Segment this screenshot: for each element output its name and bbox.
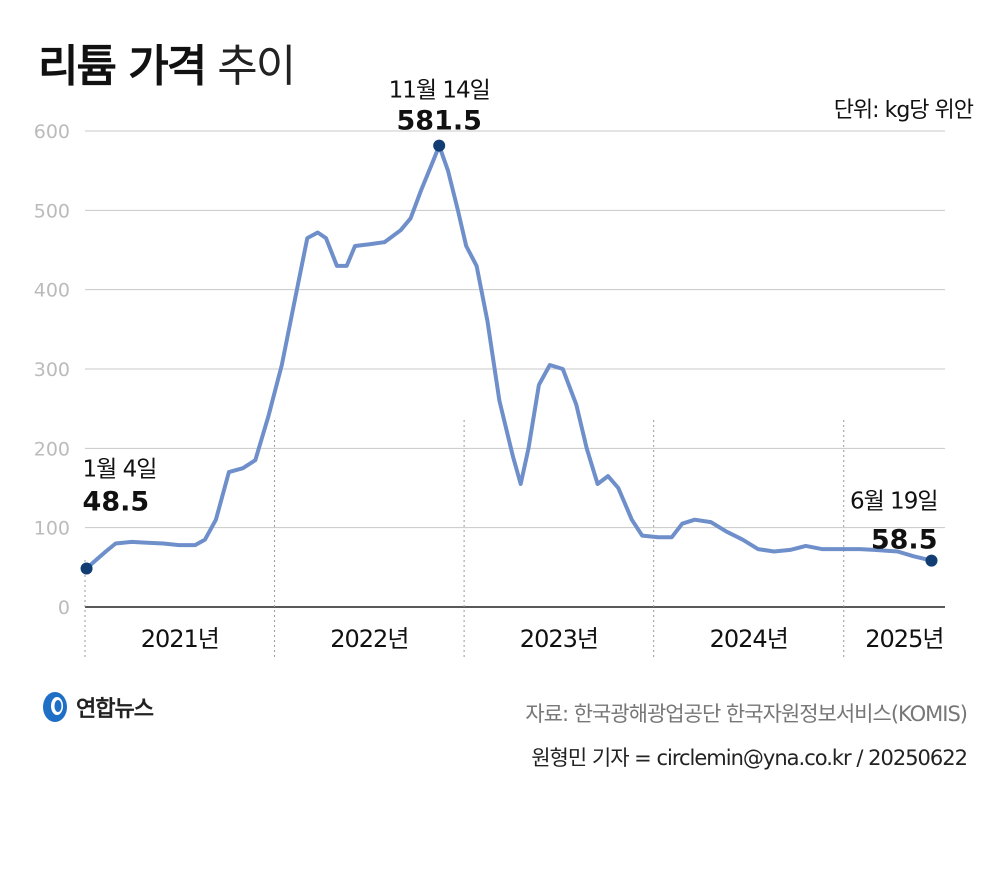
- y-tick-label: 0: [58, 597, 70, 619]
- annotation-point: [80, 562, 93, 575]
- annotation-date-label: 11월 14일: [389, 78, 490, 104]
- annotation-value-label: 48.5: [83, 487, 150, 518]
- unit-label: 단위: kg당 위안: [833, 98, 974, 123]
- yonhap-logo-icon: [43, 692, 67, 722]
- annotation-value-label: 581.5: [396, 106, 481, 137]
- title-light: 추이: [217, 41, 296, 92]
- y-tick-label: 100: [34, 518, 70, 540]
- yonhap-logo: 연합뉴스: [40, 690, 154, 724]
- source-text: 자료: 한국광해광업공단 한국자원정보서비스(KOMIS): [525, 702, 968, 726]
- y-tick-label: 600: [34, 121, 70, 143]
- series-line: [84, 143, 934, 571]
- credit-text: 원형민 기자 = circlemin@yna.co.kr / 20250622: [531, 746, 968, 770]
- y-tick-label: 200: [34, 438, 70, 460]
- annotation-point: [925, 554, 938, 567]
- x-category-label: 2024년: [710, 625, 788, 653]
- y-tick-label: 500: [34, 200, 70, 222]
- y-tick-label: 400: [34, 280, 70, 302]
- x-category-label: 2023년: [520, 625, 598, 653]
- x-category-label: 2021년: [141, 625, 219, 653]
- y-tick-label: 300: [34, 359, 70, 381]
- annotation-date-label: 6월 19일: [850, 489, 938, 515]
- x-category-label: 2025년: [865, 625, 943, 653]
- x-category-label: 2022년: [330, 625, 408, 653]
- annotation-date-label: 1월 4일: [83, 457, 157, 483]
- title-bold: 리튬 가격: [38, 41, 207, 92]
- logo-text: 연합뉴스: [76, 697, 154, 722]
- annotation-point: [433, 139, 446, 152]
- annotation-value-label: 58.5: [871, 525, 938, 556]
- chart-title: 리튬 가격 추이: [38, 30, 296, 94]
